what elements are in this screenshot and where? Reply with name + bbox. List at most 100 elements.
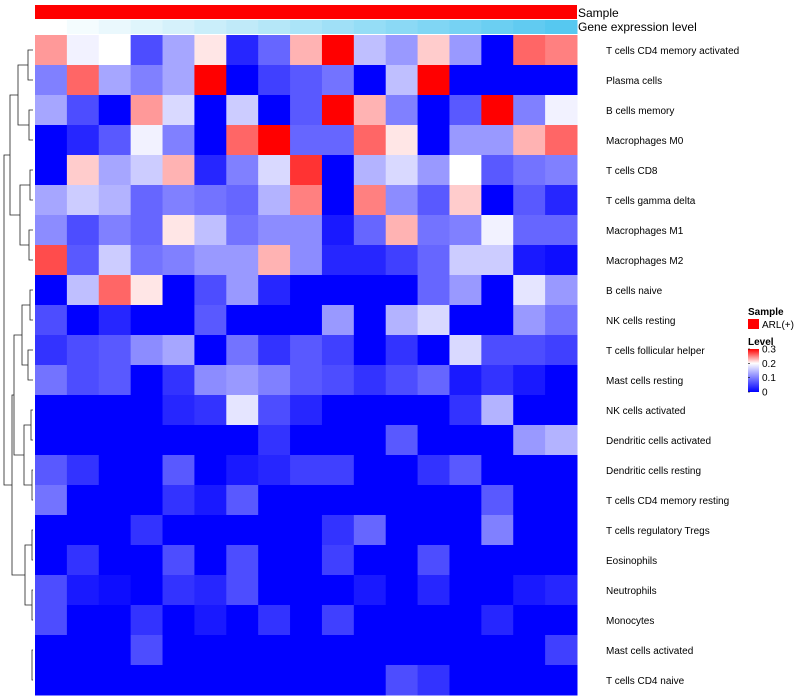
heatmap-cell <box>98 185 132 216</box>
heatmap-cell <box>545 485 578 516</box>
heatmap-cell <box>194 425 227 456</box>
annotation-expression-cell <box>258 20 291 34</box>
dendrogram-branch <box>3 154 12 486</box>
dendrogram-branch <box>30 409 33 441</box>
heatmap-cell <box>194 245 227 276</box>
heatmap-cell <box>545 245 578 276</box>
heatmap-cell <box>258 125 291 156</box>
heatmap-cell <box>481 275 514 306</box>
row-dendrogram <box>3 49 33 681</box>
heatmap-cell <box>98 605 132 636</box>
heatmap-cell <box>449 635 482 666</box>
heatmap-cell <box>353 365 387 396</box>
heatmap-cell <box>162 95 195 126</box>
heatmap-cell <box>35 425 68 456</box>
row-label: Eosinophils <box>606 556 657 567</box>
heatmap-cell <box>353 545 387 576</box>
heatmap-cell <box>481 305 514 336</box>
annotation-expression-cell <box>385 20 419 34</box>
annotation-expression-cell <box>321 20 355 34</box>
heatmap-cell <box>98 365 132 396</box>
heatmap-cell <box>385 245 419 276</box>
heatmap-cell <box>321 125 355 156</box>
annotation-label-sample: Sample <box>578 6 619 20</box>
heatmap-cell <box>449 155 482 186</box>
row-label: Dendritic cells resting <box>606 466 701 477</box>
heatmap-cell <box>290 305 323 336</box>
heatmap-cell <box>290 275 323 306</box>
heatmap-cell <box>290 605 323 636</box>
dendrogram-branch <box>31 589 33 621</box>
heatmap-cell <box>258 185 291 216</box>
heatmap-cell <box>513 305 546 336</box>
heatmap-cell <box>226 455 259 486</box>
dendrogram-branch <box>19 184 30 246</box>
heatmap-cell <box>162 515 195 546</box>
heatmap-cell <box>481 605 514 636</box>
heatmap-cell <box>35 155 68 186</box>
heatmap-cell <box>258 215 291 246</box>
heatmap-cell <box>258 515 291 546</box>
heatmap-cell <box>66 545 100 576</box>
heatmap-cell <box>226 35 259 66</box>
heatmap-cell <box>449 65 482 96</box>
heatmap-cell <box>130 635 164 666</box>
heatmap-cell <box>35 575 68 606</box>
legend-tick-label: 0 <box>762 388 768 399</box>
heatmap-cell <box>545 545 578 576</box>
heatmap-cell <box>481 335 514 366</box>
heatmap-cell <box>98 635 132 666</box>
heatmap-cell <box>513 275 546 306</box>
annotation-expression-cell <box>66 20 100 34</box>
heatmap-cell <box>385 395 419 426</box>
heatmap-cell <box>290 65 323 96</box>
heatmap-cell <box>449 605 482 636</box>
annotation-expression-cell <box>130 20 164 34</box>
row-label: B cells memory <box>606 106 674 117</box>
heatmap-cell <box>321 185 355 216</box>
heatmap-cell <box>321 35 355 66</box>
heatmap-cell <box>449 545 482 576</box>
heatmap-cell <box>353 485 387 516</box>
heatmap-cell <box>417 485 450 516</box>
annotation-expression-cell <box>545 20 578 34</box>
heatmap-cell <box>545 455 578 486</box>
heatmap-cell <box>35 335 68 366</box>
heatmap-cell <box>385 335 419 366</box>
heatmap-cell <box>35 245 68 276</box>
heatmap-cell <box>417 245 450 276</box>
heatmap-cell <box>481 455 514 486</box>
heatmap-cell <box>513 215 546 246</box>
legend-tick-label: 0.2 <box>762 359 776 370</box>
legend-level-ticks: 0.3 0.2 0.1 0 <box>748 345 776 399</box>
heatmap-cell <box>385 35 419 66</box>
heatmap-cell <box>385 635 419 666</box>
heatmap-cell <box>449 335 482 366</box>
heatmap-cell <box>353 635 387 666</box>
heatmap-cell <box>226 665 259 696</box>
heatmap-cell <box>162 245 195 276</box>
heatmap-cell <box>258 425 291 456</box>
heatmap-cell <box>290 425 323 456</box>
heatmap-cell <box>449 125 482 156</box>
heatmap-cell <box>385 305 419 336</box>
heatmap-cell <box>321 275 355 306</box>
heatmap-cell <box>162 335 195 366</box>
heatmap-cell <box>545 95 578 126</box>
dendrogram-branch <box>28 229 33 261</box>
heatmap-cell <box>226 215 259 246</box>
heatmap-cell <box>258 635 291 666</box>
heatmap-cell <box>130 35 164 66</box>
heatmap-cell <box>66 425 100 456</box>
heatmap-cell <box>98 65 132 96</box>
heatmap-cell <box>545 425 578 456</box>
heatmap-cell <box>417 185 450 216</box>
annotation-expression-cell <box>98 20 132 34</box>
heatmap-cell <box>513 395 546 426</box>
heatmap-cell <box>226 275 259 306</box>
heatmap-cell <box>545 635 578 666</box>
heatmap-cell <box>130 455 164 486</box>
heatmap-cell <box>417 365 450 396</box>
heatmap-cell <box>194 605 227 636</box>
heatmap-cell <box>226 605 259 636</box>
